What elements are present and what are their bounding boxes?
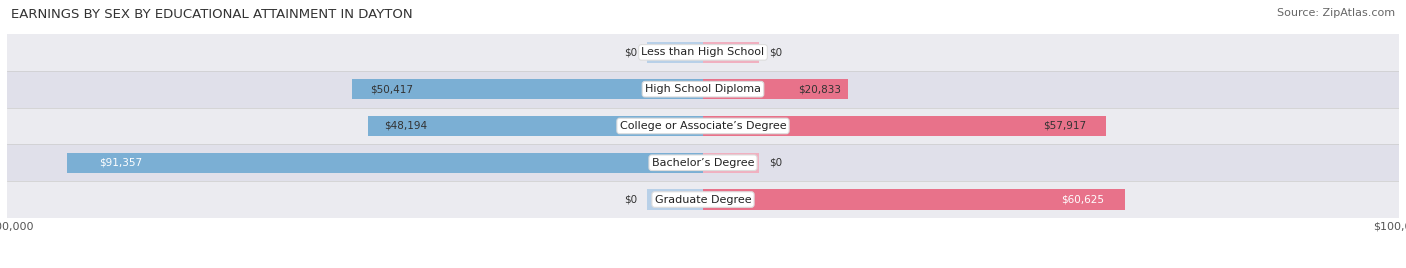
Bar xyxy=(647,189,703,210)
Bar xyxy=(352,79,703,99)
Text: Less than High School: Less than High School xyxy=(641,47,765,57)
Bar xyxy=(703,153,759,173)
Text: $50,417: $50,417 xyxy=(370,84,412,94)
Bar xyxy=(703,79,848,99)
Bar xyxy=(7,181,1399,218)
Bar xyxy=(7,107,1399,144)
Text: Source: ZipAtlas.com: Source: ZipAtlas.com xyxy=(1277,8,1395,18)
Text: $48,194: $48,194 xyxy=(384,121,427,131)
Text: College or Associate’s Degree: College or Associate’s Degree xyxy=(620,121,786,131)
Text: EARNINGS BY SEX BY EDUCATIONAL ATTAINMENT IN DAYTON: EARNINGS BY SEX BY EDUCATIONAL ATTAINMEN… xyxy=(11,8,413,21)
Text: $0: $0 xyxy=(769,47,782,57)
Text: $57,917: $57,917 xyxy=(1043,121,1085,131)
Bar xyxy=(703,189,1125,210)
Text: $91,357: $91,357 xyxy=(98,158,142,168)
Bar xyxy=(703,116,1107,136)
Text: High School Diploma: High School Diploma xyxy=(645,84,761,94)
Text: $20,833: $20,833 xyxy=(797,84,841,94)
Bar xyxy=(647,42,703,62)
Bar xyxy=(7,71,1399,107)
Text: $60,625: $60,625 xyxy=(1062,195,1104,204)
Text: $0: $0 xyxy=(769,158,782,168)
Bar xyxy=(7,144,1399,181)
Bar xyxy=(67,153,703,173)
Text: Graduate Degree: Graduate Degree xyxy=(655,195,751,204)
Text: $0: $0 xyxy=(624,195,637,204)
Bar xyxy=(703,42,759,62)
Bar xyxy=(7,34,1399,71)
Text: Bachelor’s Degree: Bachelor’s Degree xyxy=(652,158,754,168)
Bar xyxy=(367,116,703,136)
Text: $0: $0 xyxy=(624,47,637,57)
